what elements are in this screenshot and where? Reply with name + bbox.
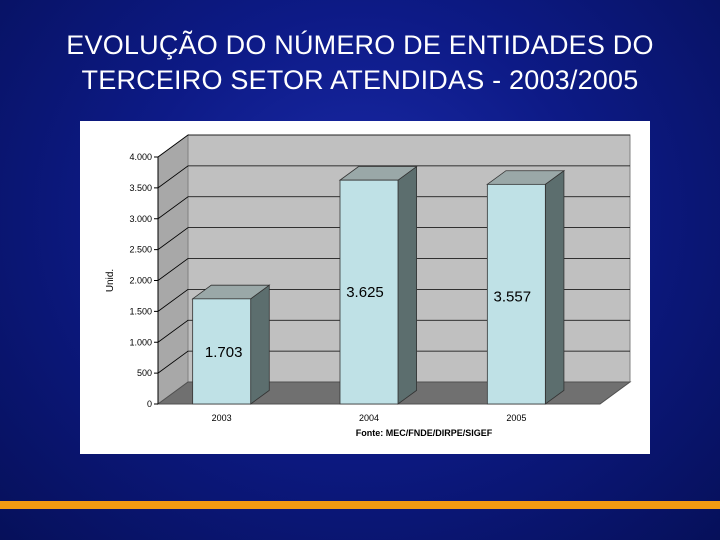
gridline [157,196,630,220]
x-tick-label: 2004 [359,413,379,423]
data-label: 3.625 [346,284,384,301]
y-axis-label: Unid. [105,269,116,292]
data-label: 3.557 [494,288,532,305]
slide-title: EVOLUÇÃO DO NÚMERO DE ENTIDADES DO TERCE… [20,28,700,98]
y-tick-label: 3.000 [129,214,152,224]
bar-2005 [486,169,566,405]
x-tick-label: 2005 [506,413,526,423]
y-tick-label: 1.500 [129,306,152,316]
y-tick-label: 2.000 [129,276,152,286]
gridline [157,227,630,250]
x-tick-label: 2003 [212,413,232,423]
y-tick-label: 3.500 [129,183,152,193]
bar-chart: 0 500 1.000 1.500 2.000 2.500 3.000 3.500 4.000 U… [105,134,632,438]
gridline [157,134,630,158]
y-tick-label: 500 [137,368,152,378]
bar-front-face [339,179,399,405]
chart-panel: 0 500 1.000 1.500 2.000 2.500 3.000 3.500 4.000 U… [80,121,650,454]
bar-2003 [191,284,271,405]
bar-front-face [486,183,546,405]
footer-accent-bar [0,501,720,509]
gridline [157,258,630,281]
y-tick-label: 0 [147,399,152,409]
gridline [157,288,630,312]
bar-front-face [192,298,252,405]
bar-2004 [338,165,418,405]
x-axis-label: Fonte: MEC/FNDE/DIRPE/SIGEF [356,428,493,438]
bar-side-face [544,169,565,405]
gridline [157,165,630,189]
gridline [157,350,630,374]
data-label: 1.703 [205,344,243,361]
y-tick-label: 4.000 [129,152,152,162]
gridline [157,319,630,343]
y-tick-label: 2.500 [129,245,152,255]
bar-side-face [250,284,270,405]
title-line-2: TERCEIRO SETOR ATENDIDAS - 2003/2005 [81,65,639,95]
y-tick-label: 1.000 [129,337,152,347]
title-line-1: EVOLUÇÃO DO NÚMERO DE ENTIDADES DO [66,30,654,60]
bar-side-face [397,165,418,405]
